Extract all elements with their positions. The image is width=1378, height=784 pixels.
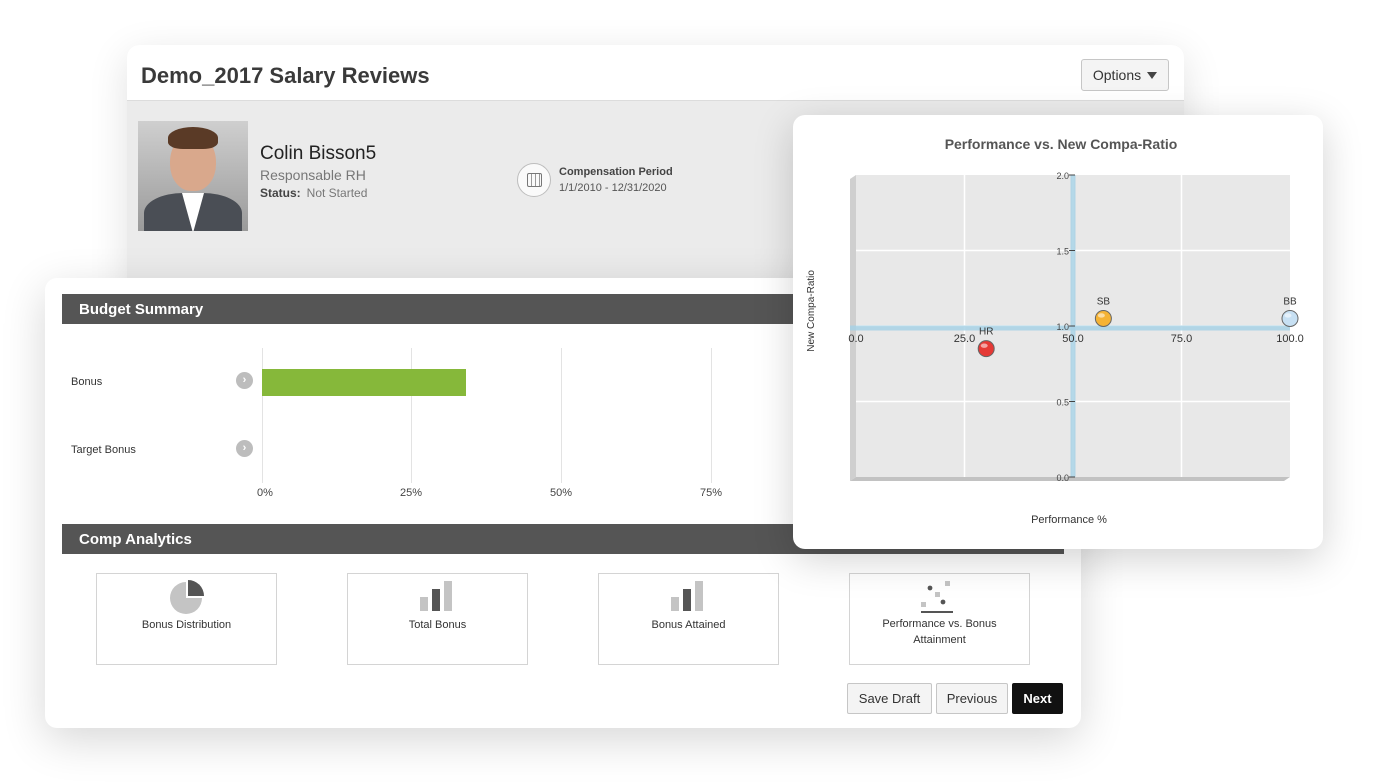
tile-label: Total Bonus xyxy=(408,619,467,631)
data-point-highlight xyxy=(980,343,988,348)
compa-ratio-chart-card: Performance vs. New Compa-Ratio Performan… xyxy=(793,115,1323,549)
x-tick-label: 50.0 xyxy=(1062,333,1083,345)
next-button[interactable]: Next xyxy=(1012,683,1063,714)
y-tick-label: 0.5 xyxy=(1056,398,1069,408)
status-label: Status: xyxy=(260,186,301,200)
data-point xyxy=(1094,309,1112,327)
employee-role: Responsable RH xyxy=(260,167,366,183)
tile-total-bonus[interactable]: Total Bonus xyxy=(347,573,528,665)
plot-floor xyxy=(850,477,1290,481)
data-point xyxy=(1281,309,1299,327)
data-point-label: SB xyxy=(1097,296,1111,307)
gridline xyxy=(711,348,712,483)
y-tick-label: 2.0 xyxy=(1056,171,1069,181)
data-point xyxy=(977,340,995,358)
data-point-label: BB xyxy=(1283,296,1297,307)
options-button[interactable]: Options xyxy=(1081,59,1169,91)
y-tick-label: 1.5 xyxy=(1056,247,1069,257)
caret-down-icon xyxy=(1147,71,1158,79)
chart-title: Performance vs. New Compa-Ratio xyxy=(945,136,1178,152)
axis-tick-label: 75% xyxy=(699,487,723,499)
bar-chart-icon xyxy=(671,581,703,611)
employee-name: Colin Bisson5 xyxy=(260,143,377,164)
scatter-chart-icon xyxy=(921,581,953,613)
x-axis-label: Performance % xyxy=(1031,514,1107,526)
chevron-right-icon[interactable]: › xyxy=(236,372,253,389)
tile-label: Bonus Distribution xyxy=(141,619,232,631)
x-tick-label: 100.0 xyxy=(1276,333,1304,345)
data-point-highlight xyxy=(1097,313,1105,318)
x-tick-label: 0.0 xyxy=(848,333,863,345)
data-point-label: HR xyxy=(979,327,993,338)
target-bonus-row-label: Target Bonus xyxy=(71,444,136,456)
tile-label: Bonus Attained xyxy=(651,619,726,631)
axis-tick-label: 50% xyxy=(549,487,573,499)
compensation-period-label: Compensation Period xyxy=(559,166,673,178)
pie-chart-icon xyxy=(170,580,204,614)
data-point-highlight xyxy=(1284,313,1292,318)
employee-status: Status: Not Started xyxy=(260,186,367,200)
tile-label: Performance vs. Bonus Attainment xyxy=(882,618,997,646)
scatter-chart: Performance vs. New Compa-Ratio Performan… xyxy=(806,136,1304,526)
tile-bonus-attained[interactable]: Bonus Attained xyxy=(598,573,779,665)
avatar xyxy=(138,121,248,231)
page-title: Demo_2017 Salary Reviews xyxy=(141,63,430,88)
chevron-right-icon[interactable]: › xyxy=(236,440,253,457)
save-draft-button[interactable]: Save Draft xyxy=(847,683,932,714)
status-value: Not Started xyxy=(306,186,368,200)
review-header: Demo_2017 Salary Reviews Options xyxy=(127,45,1184,101)
x-tick-label: 75.0 xyxy=(1171,333,1192,345)
bar-chart-icon xyxy=(420,581,452,611)
x-tick-label: 25.0 xyxy=(954,333,975,345)
y-tick-label: 1.0 xyxy=(1056,322,1069,332)
bonus-row-label: Bonus xyxy=(71,376,103,388)
gridline xyxy=(262,348,263,483)
axis-tick-label: 25% xyxy=(399,487,423,499)
previous-button[interactable]: Previous xyxy=(936,683,1008,714)
tile-bonus-distribution[interactable]: Bonus Distribution xyxy=(96,573,277,665)
axis-tick-label: 0% xyxy=(257,487,273,499)
gridline xyxy=(411,348,412,483)
calendar-icon xyxy=(517,163,551,197)
y-tick-label: 0.0 xyxy=(1056,473,1069,483)
bonus-bar xyxy=(262,369,466,396)
y-axis-label: New Compa-Ratio xyxy=(806,270,817,352)
gridline xyxy=(561,348,562,483)
compensation-period-value: 1/1/2010 - 12/31/2020 xyxy=(559,182,667,194)
options-label: Options xyxy=(1092,67,1142,83)
tile-performance-vs-bonus[interactable]: Performance vs. Bonus Attainment xyxy=(849,573,1030,665)
